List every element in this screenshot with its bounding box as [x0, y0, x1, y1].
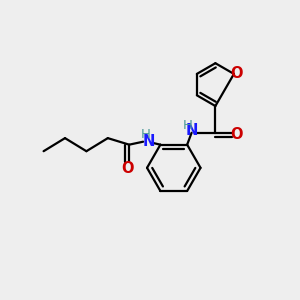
- Text: N: N: [142, 134, 155, 149]
- Text: O: O: [121, 161, 134, 176]
- Text: N: N: [185, 123, 198, 138]
- Text: O: O: [230, 127, 243, 142]
- Text: H: H: [182, 119, 192, 132]
- Text: H: H: [141, 128, 151, 141]
- Text: O: O: [230, 66, 242, 81]
